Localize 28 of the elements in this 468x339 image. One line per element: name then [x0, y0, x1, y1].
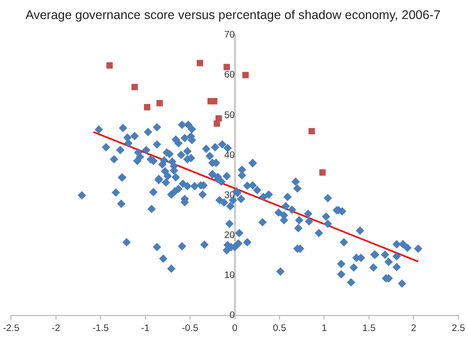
point: [196, 60, 204, 66]
point: [106, 62, 113, 69]
x-tick-label: -0.5: [182, 322, 198, 334]
y-tick-label: 10: [224, 270, 235, 282]
point: [156, 100, 163, 106]
y-tick-label: 40: [224, 150, 235, 161]
point: [308, 128, 315, 134]
x-tick-label: -1: [141, 322, 150, 334]
x-tick-label: 0.5: [272, 322, 286, 334]
x-tick-label: 1: [322, 322, 327, 334]
x-tick-label: -1.5: [92, 322, 109, 334]
x-tick-label: 1.5: [362, 322, 376, 334]
point: [214, 120, 220, 127]
point: [144, 104, 150, 110]
x-tick-label: -2: [52, 322, 60, 334]
point: [211, 98, 218, 104]
y-tick-label: 60: [224, 70, 235, 81]
x-tick-label: -2.5: [2, 322, 20, 334]
point: [131, 84, 138, 90]
point: [224, 64, 230, 70]
y-tick-label: 70: [224, 30, 235, 41]
y-tick-label: 50: [224, 110, 235, 121]
point: [242, 72, 249, 78]
x-tick-label: 2.5: [452, 322, 466, 334]
chart-title: Average governance score versus percentage of shadow economy, 2006-7: [25, 8, 441, 22]
y-tick-label: 20: [224, 230, 235, 242]
x-tick-label: 2: [411, 322, 416, 334]
y-tick-label: 0: [229, 310, 235, 322]
